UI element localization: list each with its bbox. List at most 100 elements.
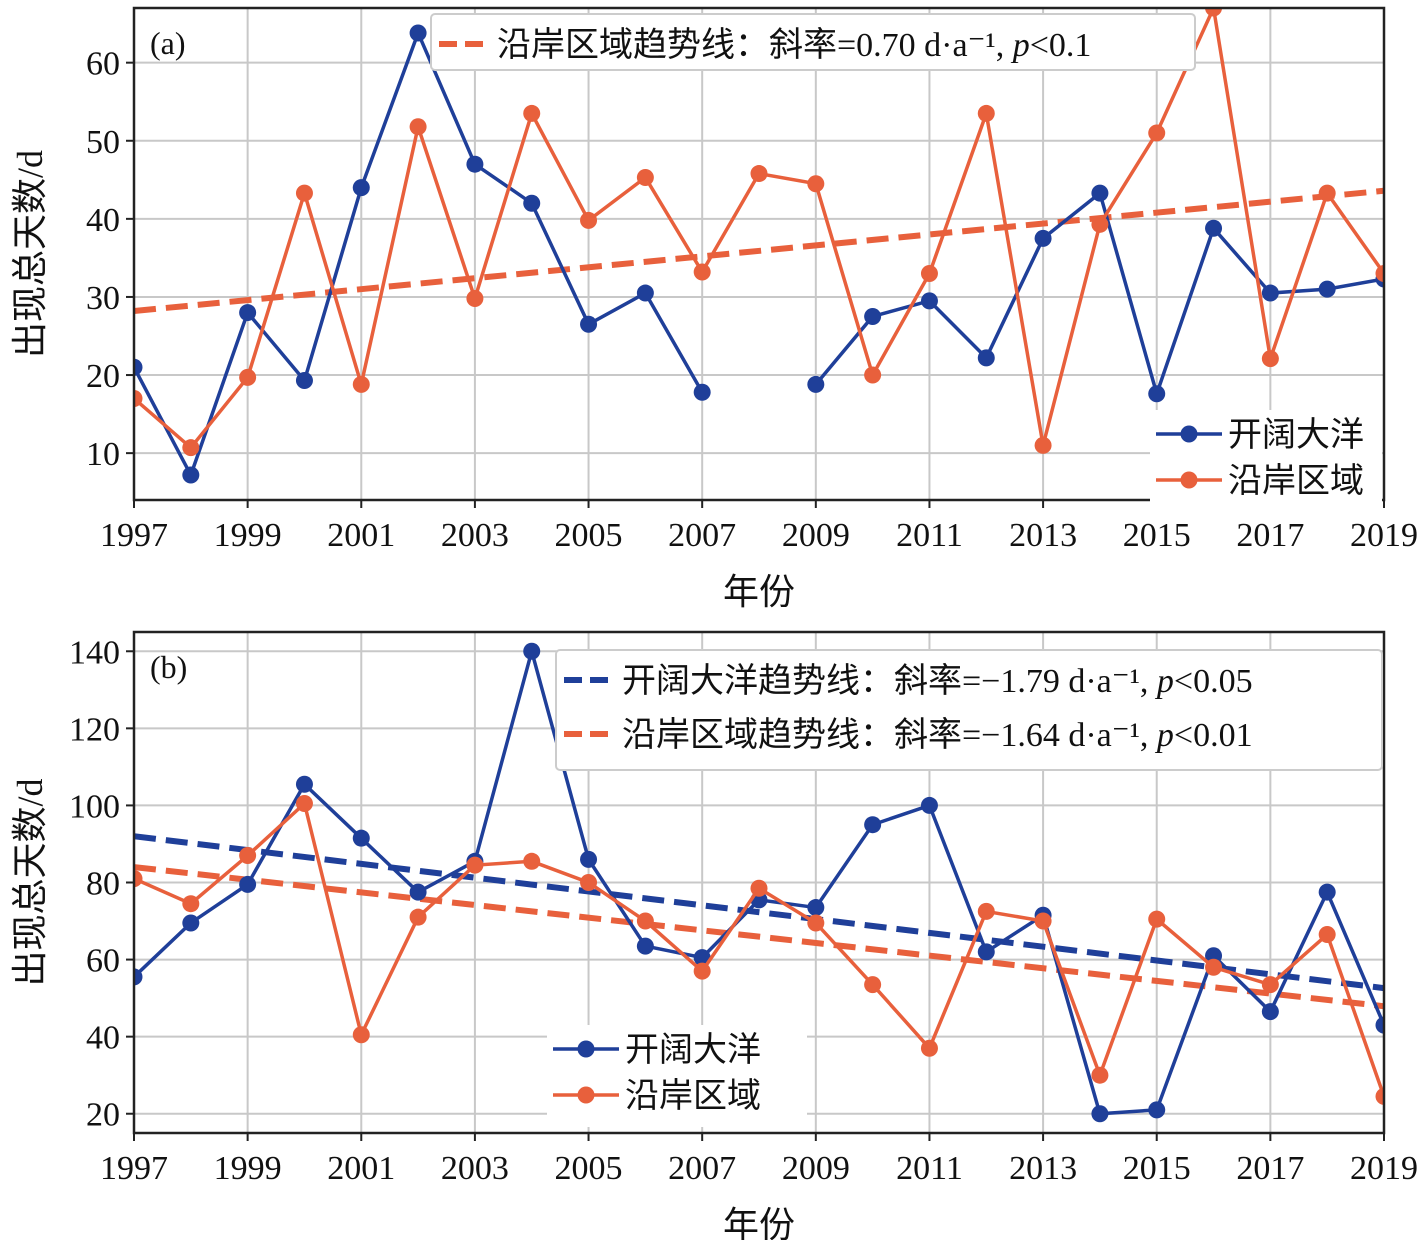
plot-area — [134, 8, 1384, 484]
data-point — [1318, 883, 1336, 901]
data-point — [920, 265, 938, 283]
data-point — [1034, 912, 1052, 930]
data-point — [1034, 436, 1052, 454]
x-tick-label: 2003 — [441, 517, 509, 554]
data-point — [523, 642, 541, 660]
data-point — [977, 943, 995, 961]
data-point — [1034, 229, 1052, 247]
trend-line-2 — [134, 864, 1384, 1010]
data-point — [1205, 958, 1223, 976]
data-point — [1375, 1087, 1384, 1105]
data-point — [466, 856, 484, 874]
data-point — [1148, 910, 1166, 928]
series-legend-label: 沿岸区域 — [1228, 462, 1364, 500]
data-point — [580, 874, 598, 891]
x-tick-label: 2001 — [327, 517, 395, 554]
series-legend-label: 开阔大洋 — [1228, 416, 1364, 454]
data-point — [239, 368, 257, 386]
x-tick-label: 2005 — [555, 517, 623, 554]
data-point — [1148, 385, 1166, 403]
trend-legend-label: 沿岸区域趋势线：斜率=0.70 d·a⁻¹, p<0.1 — [497, 26, 1091, 64]
data-point — [1091, 184, 1109, 202]
data-point — [1318, 280, 1336, 298]
data-point — [1205, 219, 1223, 237]
plot-frame — [132, 630, 1386, 1135]
x-tick-label: 1999 — [214, 1150, 282, 1187]
data-point — [352, 1026, 370, 1044]
trend-legend: 沿岸区域趋势线：斜率=0.70 d·a⁻¹, p<0.1 — [430, 13, 1196, 71]
x-tick-label: 2017 — [1236, 517, 1304, 554]
x-tick-label: 2001 — [327, 1150, 395, 1187]
data-point — [636, 284, 654, 302]
x-axis-title: 年份 — [723, 1205, 795, 1240]
series-legend-swatch-marker — [577, 1086, 595, 1104]
x-tick-label: 2017 — [1236, 1150, 1304, 1187]
x-tick-label: 2009 — [782, 1150, 850, 1187]
data-point — [523, 104, 541, 122]
data-point — [1261, 976, 1279, 994]
y-tick-label: 20 — [86, 1097, 120, 1134]
data-point — [920, 292, 938, 310]
data-point — [920, 796, 938, 814]
data-point — [1261, 1003, 1279, 1021]
panel-label: (b) — [150, 649, 187, 685]
x-tick-label: 2015 — [1123, 517, 1191, 554]
y-tick-label: 30 — [86, 280, 120, 317]
data-point — [352, 375, 370, 393]
data-point — [466, 290, 484, 308]
data-point — [1148, 124, 1166, 142]
x-tick-label: 1999 — [214, 517, 282, 554]
series-legend-swatch-marker — [1180, 425, 1198, 443]
trend-legend-box — [555, 649, 1383, 771]
y-tick-label: 120 — [69, 711, 120, 748]
series-legend-swatch-marker — [1180, 471, 1198, 489]
series-legend-label: 沿岸区域 — [625, 1077, 761, 1115]
data-point — [636, 168, 654, 186]
series-legend-label: 开阔大洋 — [625, 1031, 761, 1069]
data-point — [295, 372, 313, 390]
data-point — [807, 914, 825, 932]
series-coastal — [134, 794, 1384, 1105]
x-tick-label: 2003 — [441, 1150, 509, 1187]
x-tick-label: 2019 — [1350, 517, 1418, 554]
data-point — [1091, 1105, 1109, 1123]
data-point — [523, 194, 541, 212]
data-point — [977, 902, 995, 920]
data-point — [182, 895, 200, 913]
series-line — [134, 8, 1384, 451]
data-point — [693, 263, 711, 281]
axes: 1997 1999 2001 2003 2005 2007 2009 2011 2013 2015… — [10, 46, 1418, 612]
x-tick-label: 2011 — [896, 1150, 963, 1187]
data-point — [1318, 184, 1336, 202]
plot-frame — [132, 6, 1386, 502]
trend-line-1 — [134, 833, 1384, 992]
panel-b: 1997 1999 2001 2003 2005 2007 2009 2011 2013 2015… — [10, 630, 1418, 1240]
y-tick-label: 20 — [86, 358, 120, 395]
data-point — [466, 155, 484, 173]
x-tick-label: 1997 — [100, 517, 168, 554]
data-point — [409, 118, 427, 136]
y-tick-label: 50 — [86, 124, 120, 161]
y-tick-label: 80 — [86, 866, 120, 903]
y-tick-label: 40 — [86, 202, 120, 239]
data-point — [580, 850, 598, 868]
series-coastal — [134, 8, 1384, 457]
series-open-ocean — [134, 642, 1384, 1123]
panel-label: (a) — [150, 25, 186, 61]
data-point — [295, 794, 313, 812]
data-point — [1091, 1066, 1109, 1084]
x-tick-label: 2013 — [1009, 517, 1077, 554]
data-point — [864, 307, 882, 325]
data-point — [750, 165, 768, 183]
data-point — [1318, 926, 1336, 944]
series-legend-swatch-marker — [577, 1040, 595, 1058]
trend-legend-label: 开阔大洋趋势线：斜率=−1.79 d·a⁻¹, p<0.05 — [622, 662, 1253, 700]
x-tick-label: 2013 — [1009, 1150, 1077, 1187]
plot-area — [134, 642, 1384, 1123]
data-point — [1261, 284, 1279, 302]
data-point — [807, 899, 825, 917]
panel-a: 1997 1999 2001 2003 2005 2007 2009 2011 2013 2015… — [10, 6, 1418, 612]
